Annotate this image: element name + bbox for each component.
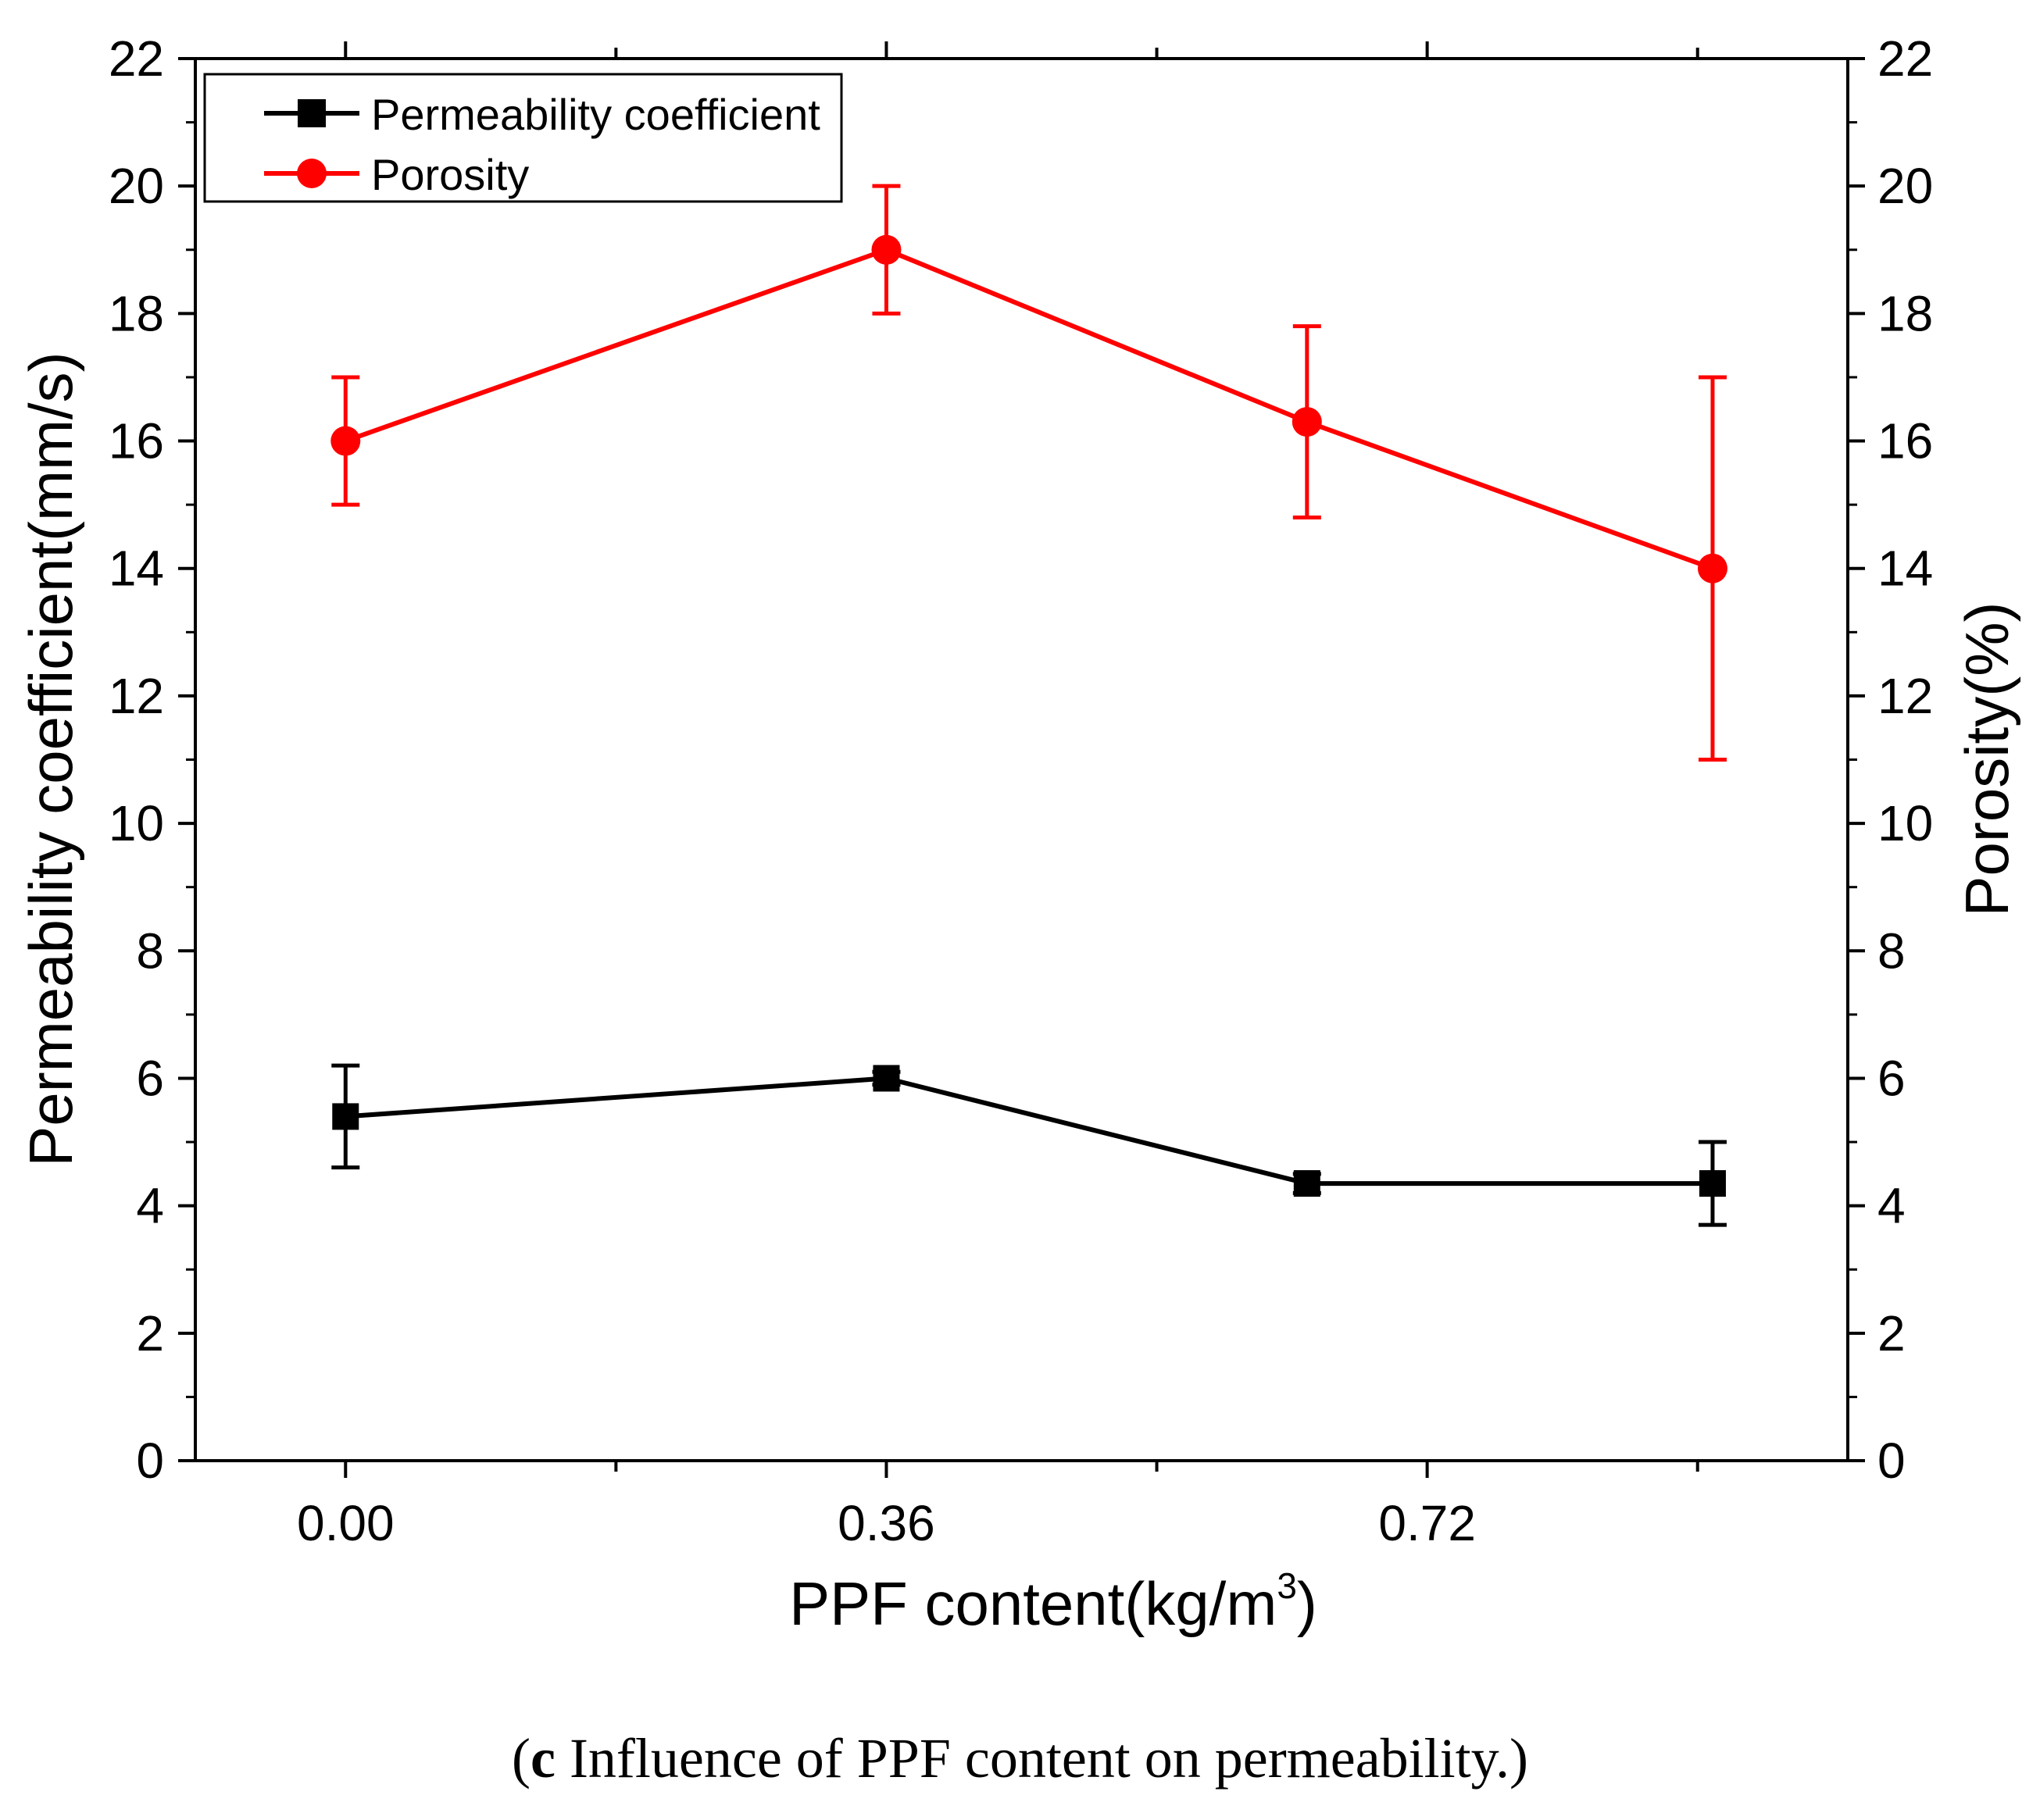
y-tick-label: 18 <box>109 285 164 341</box>
y-tick-label: 2 <box>136 1305 164 1361</box>
y2-tick-label: 2 <box>1877 1305 1906 1361</box>
legend-marker-permeability <box>298 99 326 127</box>
series-line-porosity <box>345 247 1713 571</box>
x-axis-title: PPF content(kg/m3) <box>789 1565 1317 1638</box>
series-line-permeability <box>345 1076 1713 1187</box>
y2-tick-label: 0 <box>1877 1433 1906 1489</box>
y2-tick-label: 10 <box>1877 795 1933 851</box>
data-point-permeability <box>332 1103 359 1130</box>
x-axis-title-sup: 3 <box>1277 1565 1297 1606</box>
y-tick-label: 12 <box>109 668 164 724</box>
caption-text: Influence of PPF content on permeability… <box>555 1727 1509 1790</box>
y-axis-title: Permeability coefficient(mm/s) <box>16 352 85 1166</box>
y-tick-label: 20 <box>109 158 164 214</box>
y2-tick-label: 16 <box>1877 413 1933 469</box>
data-point-porosity <box>1697 553 1727 583</box>
y2-tick-label: 8 <box>1877 922 1906 979</box>
y2-axis-title: Porosity(%) <box>1952 601 2021 916</box>
y2-tick-label: 22 <box>1877 30 1933 87</box>
y-tick-label: 16 <box>109 413 164 469</box>
x-tick-label: 0.36 <box>838 1495 935 1551</box>
data-point-permeability <box>873 1065 900 1092</box>
y-tick-label: 8 <box>136 922 164 979</box>
data-point-porosity <box>871 234 902 265</box>
x-axis-title-close: ) <box>1297 1569 1317 1638</box>
data-point-porosity <box>1292 407 1322 437</box>
data-point-permeability <box>1699 1170 1726 1197</box>
y2-tick-label: 6 <box>1877 1050 1906 1106</box>
data-point-permeability <box>1293 1170 1320 1197</box>
y-tick-label: 6 <box>136 1050 164 1106</box>
y-tick-label: 0 <box>136 1433 164 1489</box>
caption-label: c <box>530 1727 556 1790</box>
y2-tick-label: 12 <box>1877 668 1933 724</box>
y2-tick-label: 4 <box>1877 1178 1906 1234</box>
legend-label-permeability: Permeability coefficient <box>371 90 820 139</box>
x-axis-title-main: PPF content(kg/m <box>789 1569 1277 1638</box>
data-point-porosity <box>330 426 361 456</box>
y2-tick-label: 14 <box>1877 541 1933 597</box>
y-tick-label: 14 <box>109 541 164 597</box>
plot-frame <box>194 57 1849 1462</box>
y-tick-label: 22 <box>109 30 164 87</box>
legend-label-porosity: Porosity <box>371 150 529 199</box>
chart-marks <box>330 184 1727 1227</box>
y2-tick-label: 20 <box>1877 158 1933 214</box>
legend-marker-porosity <box>297 159 327 188</box>
y-tick-label: 4 <box>136 1178 164 1234</box>
y2-tick-label: 18 <box>1877 285 1933 341</box>
figure-caption: (c Influence of PPF content on permeabil… <box>512 1727 1528 1790</box>
legend: Permeability coefficient Porosity <box>203 73 843 203</box>
x-tick-label: 0.00 <box>297 1495 395 1551</box>
y-tick-label: 10 <box>109 795 164 851</box>
x-tick-label: 0.72 <box>1378 1495 1476 1551</box>
